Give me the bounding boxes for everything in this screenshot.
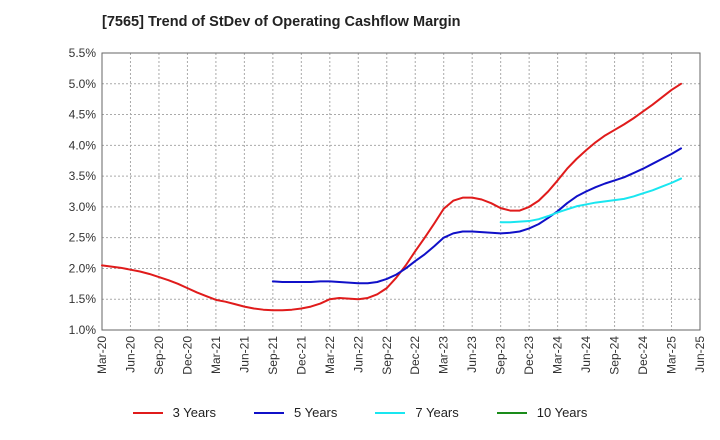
y-tick-label: 2.5% bbox=[69, 231, 97, 245]
x-tick-label: Mar-24 bbox=[551, 336, 565, 374]
y-tick-label: 4.0% bbox=[69, 138, 97, 152]
x-tick-label: Sep-22 bbox=[380, 336, 394, 375]
legend-label: 10 Years bbox=[536, 405, 588, 420]
y-tick-label: 3.5% bbox=[69, 169, 97, 183]
legend-label: 3 Years bbox=[172, 405, 216, 420]
x-tick-label: Dec-20 bbox=[180, 336, 194, 375]
x-tick-label: Mar-22 bbox=[323, 336, 337, 374]
x-tick-label: Sep-24 bbox=[608, 336, 622, 375]
x-tick-label: Sep-20 bbox=[152, 336, 166, 375]
legend-item: 3 Years bbox=[132, 405, 216, 420]
legend-swatch bbox=[496, 411, 527, 414]
legend-item: 5 Years bbox=[254, 405, 337, 420]
x-tick-label: Jun-24 bbox=[579, 336, 593, 373]
x-tick-label: Dec-23 bbox=[522, 336, 536, 375]
legend-swatch bbox=[254, 411, 284, 414]
y-tick-label: 3.0% bbox=[69, 200, 97, 214]
x-tick-label: Sep-21 bbox=[266, 336, 280, 375]
x-tick-label: Jun-20 bbox=[123, 336, 137, 373]
x-tick-label: Mar-23 bbox=[437, 336, 451, 374]
chart-title: [7565] Trend of StDev of Operating Cashf… bbox=[102, 14, 461, 30]
x-tick-label: Dec-22 bbox=[408, 336, 422, 375]
x-tick-label: Mar-21 bbox=[209, 336, 223, 374]
legend-swatch bbox=[375, 411, 406, 414]
x-tick-label: Mar-25 bbox=[665, 336, 679, 374]
legend-swatch bbox=[132, 411, 163, 414]
series-line-3-years bbox=[101, 82, 683, 312]
legend-label: 7 Years bbox=[415, 405, 459, 420]
series-line-5-years bbox=[271, 147, 683, 285]
x-tick-label: Jun-25 bbox=[693, 336, 707, 373]
legend-item: 10 Years bbox=[496, 405, 588, 420]
x-tick-label: Mar-20 bbox=[95, 336, 109, 374]
plot-frame bbox=[101, 52, 701, 331]
x-tick-label: Sep-23 bbox=[494, 336, 508, 375]
legend: 3 Years 5 Years 7 Years 10 Years bbox=[0, 405, 720, 420]
grid-layer bbox=[101, 52, 701, 331]
legend-label: 5 Years bbox=[294, 405, 338, 420]
y-axis: 1.0% 1.5% 2.0% 2.5% 3.0% 3.5% 4.0% 4.5% 5.0% 5.5% bbox=[69, 46, 97, 337]
x-tick-label: Jun-23 bbox=[465, 336, 479, 373]
y-tick-label: 5.5% bbox=[69, 46, 97, 60]
y-tick-label: 4.5% bbox=[69, 108, 97, 122]
x-axis: Mar-20 Jun-20 Sep-20 Dec-20 Mar-21 Jun-21 Sep-… bbox=[95, 336, 707, 375]
x-tick-label: Dec-24 bbox=[636, 336, 650, 375]
legend-item: 7 Years bbox=[375, 405, 459, 420]
x-tick-label: Jun-21 bbox=[237, 336, 251, 373]
y-tick-label: 2.0% bbox=[69, 261, 97, 275]
y-tick-label: 1.5% bbox=[69, 292, 97, 306]
series-line-7-years bbox=[499, 177, 683, 224]
x-tick-label: Jun-22 bbox=[351, 336, 365, 373]
series-layer bbox=[101, 82, 683, 312]
x-tick-label: Dec-21 bbox=[294, 336, 308, 375]
y-tick-label: 1.0% bbox=[69, 323, 97, 337]
y-tick-label: 5.0% bbox=[69, 77, 97, 91]
